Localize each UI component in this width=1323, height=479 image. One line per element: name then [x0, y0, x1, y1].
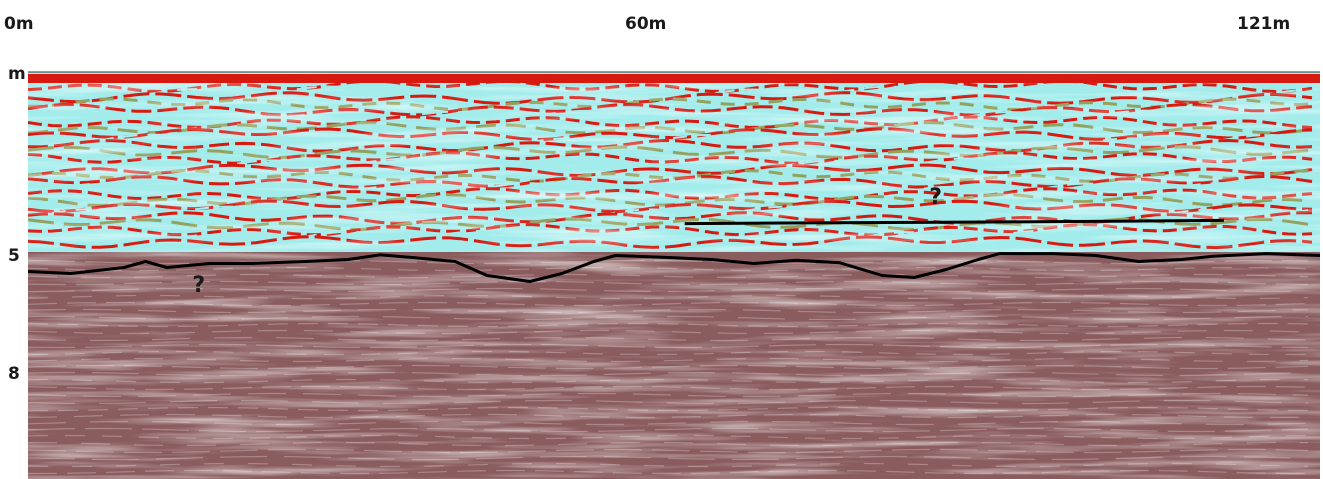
interpreted-reflector-line — [684, 218, 1224, 226]
annotation-question-0: ? — [192, 273, 205, 298]
x-tick-label-0: 0m — [4, 14, 34, 34]
interpreted-boundary-line — [28, 252, 1320, 283]
x-tick-label-121: 121m — [1237, 14, 1291, 34]
y-tick-label-8: 8 — [8, 364, 20, 384]
x-tick-label-60: 60m — [625, 14, 667, 34]
y-tick-label-5: 5 — [8, 246, 20, 266]
y-unit-label: m — [8, 64, 26, 84]
annotation-question-1: ? — [929, 185, 942, 210]
texture-noise — [28, 72, 1320, 479]
surface-reflection — [28, 74, 1320, 83]
